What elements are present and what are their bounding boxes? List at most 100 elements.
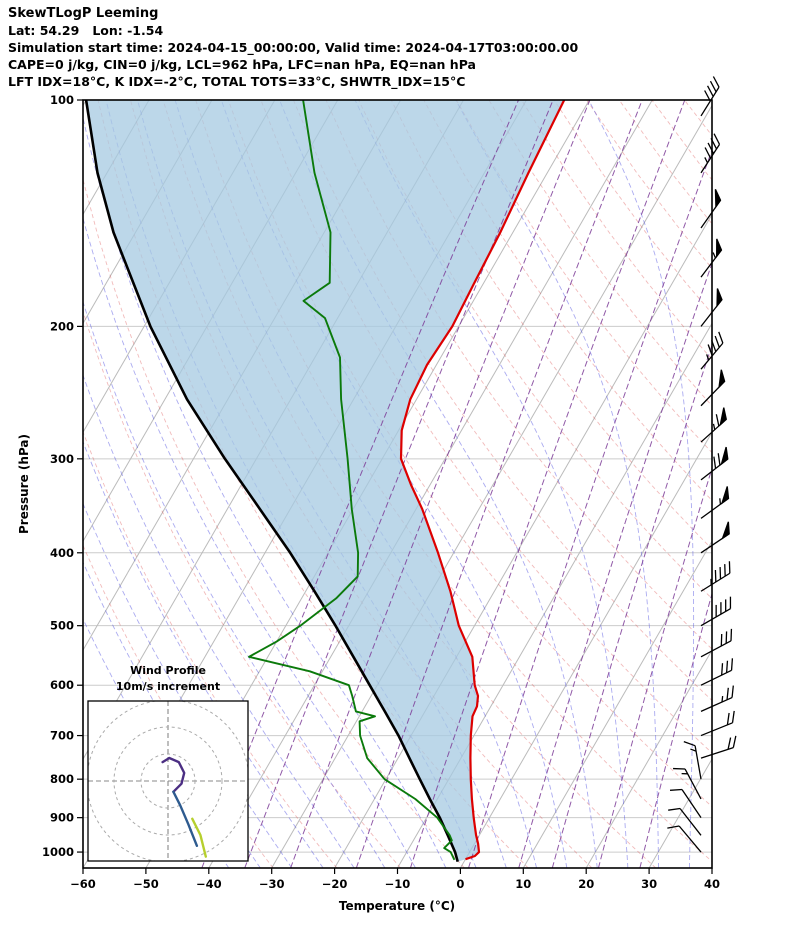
moist-adiabat [83,216,416,868]
wind-barb-pennant [718,369,726,389]
dry-adiabat [651,100,712,181]
isotherm-line [585,649,712,868]
wind-barb-staff [678,825,702,853]
wind-barb-column [667,76,737,853]
wind-barb-full [731,710,735,723]
wind-barb [700,446,729,481]
mixing-ratio-line [639,591,712,868]
dry-adiabat [97,100,529,868]
isotherm-line [83,100,87,107]
temp-tick-label: 30 [641,877,657,891]
pressure-tick-label: 100 [50,93,74,107]
wind-barb-staff [700,342,724,370]
wind-barb-half [690,748,697,752]
wind-barb-half [721,695,724,703]
wind-barb-staff [700,746,734,759]
temp-tick-label: 10 [515,877,531,891]
wind-barb-staff [700,722,733,737]
pressure-tick-label: 300 [50,452,74,466]
temperature-curve [399,100,566,861]
hodograph-low-level-winds [191,817,207,858]
isotherm-line [522,540,712,868]
wind-barb-full [727,737,732,750]
wind-barb-staff [684,768,702,800]
wind-barb [700,76,720,117]
dry-adiabat [83,310,401,868]
wind-barb-staff [700,572,731,592]
dry-adiabat [260,100,712,754]
plot-area [83,100,712,868]
wind-barb-pennant [716,288,723,308]
dry-adiabat [83,430,338,868]
wind-barb-full [707,142,715,154]
wind-barb-full [704,90,711,102]
mixing-ratio-line [468,148,712,868]
wind-barb-staff [700,669,732,686]
wind-barb-staff [681,789,702,819]
pressure-tick-label: 900 [50,811,74,825]
wind-barb-pennant [714,189,722,209]
wind-barb-full [732,735,737,748]
wind-barb-full [718,331,724,344]
temp-tick-label: 0 [456,877,464,891]
wind-barb-half [712,423,716,430]
dewpoint-curve [248,100,456,861]
wind-barb-full [707,344,713,357]
wind-barb [668,807,702,836]
wind-barb-full [704,147,712,159]
mixing-ratio-line [244,100,554,868]
wind-barb-full [668,807,681,811]
wind-barb-pennant [715,238,723,259]
wind-barb [700,288,723,327]
wind-barb-staff [679,808,702,836]
wind-barb [700,486,730,519]
wind-barb [669,788,702,819]
wind-barb [700,628,733,658]
dry-adiabat [423,100,712,502]
wind-barb-staff [694,745,702,780]
mixing-ratio-line [290,100,591,868]
wind-barb-full [715,414,720,427]
mixing-ratio-line [597,466,712,868]
mixing-ratio-line [355,100,643,868]
isotherm-line [208,100,653,868]
moist-adiabat [83,300,386,868]
temp-tick-label: 40 [704,877,720,891]
wind-barb-pennant [719,407,727,427]
pressure-tick-label: 500 [50,619,74,633]
wind-barb-full [667,825,680,829]
wind-barb-full [721,663,724,676]
header-times: Simulation start time: 2024-04-15_00:00:… [8,40,579,55]
pressure-tick-label: 800 [50,772,74,786]
page-title: SkewTLogP Leeming [8,6,159,21]
wind-barb [700,561,731,592]
dry-adiabat [325,100,712,650]
wind-barb-half [706,354,710,361]
wind-barb [700,735,737,759]
wind-barb-full [725,660,729,673]
wind-barb [683,740,702,780]
dry-adiabat [521,100,712,361]
parcel-curve [84,100,459,863]
moist-adiabat [354,100,629,868]
moist-adiabat [83,502,293,868]
hodograph-upper-level-winds [161,756,186,793]
wind-barb [700,596,732,627]
header-indices-2: LFT IDX=18°C, K IDX=-2°C, TOTAL TOTS=33°… [8,74,466,89]
wind-barb-full [710,137,718,150]
temp-tick-label: −10 [385,877,411,891]
isotherm-line [459,431,712,868]
wind-barb-staff [700,144,721,174]
wind-barb-full [730,658,734,671]
moist-adiabat [83,440,324,868]
temp-tick-label: −20 [322,877,348,891]
pressure-tick-label: 600 [50,678,74,692]
dry-adiabat [684,100,712,137]
moist-adiabat [455,100,659,868]
wind-barb-staff [700,640,732,658]
hodograph-border [87,700,249,862]
temp-tick-label: −40 [196,877,222,891]
wind-barb-full [714,335,720,348]
temp-tick-label: 20 [578,877,594,891]
